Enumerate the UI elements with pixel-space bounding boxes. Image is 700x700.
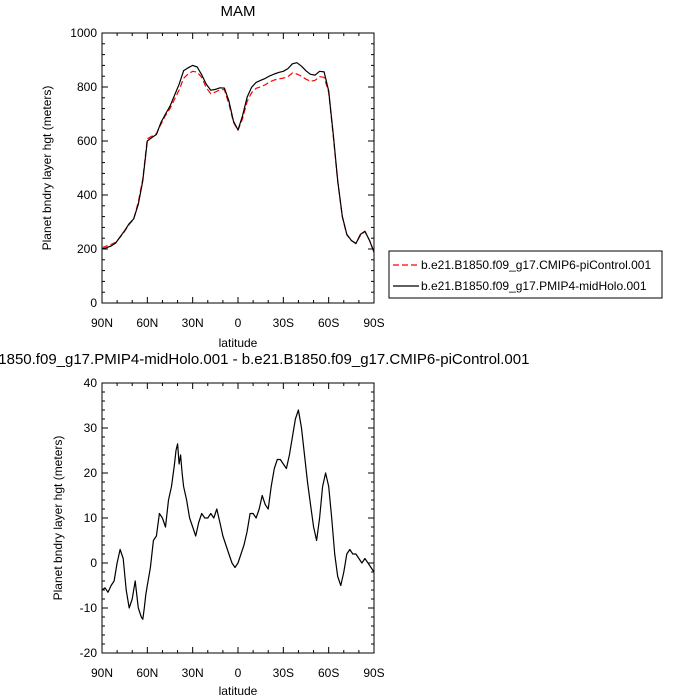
bottom-ytick-label: -20 <box>80 646 98 660</box>
top-y-axis: 0 200 400 600 800 1000 <box>70 26 374 310</box>
bottom-xtick-label: 90S <box>363 666 384 680</box>
bottom-plot-title: b.e21.B1850.f09_g17.PMIP4-midHolo.001 - … <box>0 351 529 368</box>
top-xtick-label: 90N <box>91 316 113 330</box>
bottom-xtick-label: 60N <box>136 666 158 680</box>
top-xtick-label: 30N <box>182 316 204 330</box>
bottom-x-axis: 90N 60N 30N 0 30S 60S 90S <box>91 383 385 680</box>
top-ytick-label: 0 <box>90 296 97 310</box>
bottom-ytick-label: 0 <box>90 556 97 570</box>
bottom-ytick-label: 10 <box>84 511 98 525</box>
top-ytick-label: 1000 <box>70 26 97 40</box>
bottom-ytick-label: -10 <box>80 601 98 615</box>
legend-box <box>388 250 663 299</box>
bottom-ytick-label: 20 <box>84 466 98 480</box>
bottom-ytick-label: 30 <box>84 421 98 435</box>
top-x-axis-title: latitude <box>219 336 258 350</box>
bottom-xtick-label: 60S <box>318 666 339 680</box>
bottom-panel: b.e21.B1850.f09_g17.PMIP4-midHolo.001 - … <box>0 351 529 698</box>
bottom-plot-frame <box>101 382 375 654</box>
top-xtick-label: 60N <box>136 316 158 330</box>
top-ytick-label: 800 <box>77 80 97 94</box>
legend: b.e21.B1850.f09_g17.CMIP6-piControl.001 … <box>388 250 663 299</box>
bottom-xtick-label: 90N <box>91 666 113 680</box>
top-ytick-label: 400 <box>77 188 97 202</box>
top-plot-frame <box>101 32 375 304</box>
bottom-y-axis-title: Planet bndry layer hgt (meters) <box>51 436 65 601</box>
bottom-series-line-0 <box>101 409 375 620</box>
top-ytick-label: 200 <box>77 242 97 256</box>
top-xtick-label: 60S <box>318 316 339 330</box>
top-xtick-label: 30S <box>273 316 294 330</box>
top-ytick-label: 600 <box>77 134 97 148</box>
top-xtick-label: 0 <box>235 316 242 330</box>
bottom-xtick-label: 30N <box>182 666 204 680</box>
top-xtick-label: 90S <box>363 316 384 330</box>
legend-label-midholo: b.e21.B1850.f09_g17.PMIP4-midHolo.001 <box>421 279 647 293</box>
bottom-xtick-label: 30S <box>273 666 294 680</box>
top-plot-title: MAM <box>221 3 256 20</box>
bottom-y-axis: -20 -10 0 10 20 30 40 <box>80 376 374 660</box>
top-series-line-1 <box>101 62 375 253</box>
top-series-group <box>101 62 375 253</box>
bottom-xtick-label: 0 <box>235 666 242 680</box>
top-y-axis-title: Planet bndry layer hgt (meters) <box>40 86 54 251</box>
legend-label-control: b.e21.B1850.f09_g17.CMIP6-piControl.001 <box>421 258 651 272</box>
top-x-axis: 90N 60N 30N 0 30S 60S 90S <box>91 33 385 330</box>
bottom-series-group <box>101 409 375 620</box>
top-series-line-0 <box>101 70 375 252</box>
bottom-ytick-label: 40 <box>84 376 98 390</box>
bottom-x-axis-title: latitude <box>219 684 258 698</box>
